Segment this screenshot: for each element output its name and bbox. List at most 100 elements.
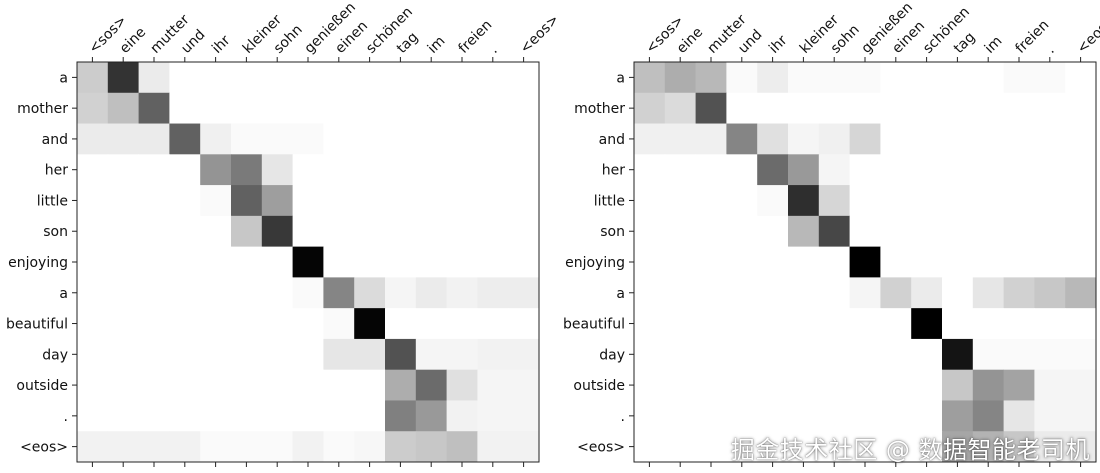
heatmap-cell [1034, 308, 1066, 340]
heatmap-cell [849, 92, 881, 124]
heatmap-cell [757, 431, 789, 463]
heatmap-cell [385, 215, 417, 248]
y-tick-label: and [42, 132, 68, 148]
heatmap-cell [1034, 338, 1066, 371]
x-tick-label: <eos> [517, 12, 562, 57]
heatmap-cell [323, 277, 355, 309]
heatmap-cell [138, 123, 170, 155]
heatmap-cell [508, 246, 540, 278]
heatmap-cell [1003, 369, 1035, 401]
heatmap-cell [726, 400, 758, 432]
heatmap-cell [942, 246, 974, 278]
heatmap-cell [942, 369, 974, 401]
y-tick-label: little [37, 193, 68, 209]
heatmap-cell [726, 369, 758, 401]
heatmap-cell [231, 185, 263, 217]
heatmap-cell [169, 154, 201, 186]
y-tick-label: day [599, 347, 625, 363]
heatmap-cell [972, 338, 1004, 371]
heatmap-cell [1003, 92, 1035, 124]
heatmap-cell [634, 215, 666, 248]
heatmap-cell [695, 400, 727, 432]
heatmap-cell [1003, 246, 1035, 278]
heatmap-cell [292, 92, 324, 124]
heatmap-cell [1034, 154, 1066, 186]
heatmap-cell [231, 215, 263, 248]
y-tick-label: enjoying [8, 255, 68, 271]
heatmap-cell [415, 431, 447, 463]
heatmap-cell [200, 154, 232, 186]
heatmap-cell [1065, 308, 1097, 340]
heatmap-cell [1065, 154, 1097, 186]
y-tick-label: a [59, 286, 68, 302]
heatmap-cell [818, 431, 850, 463]
heatmap-cell [107, 123, 139, 155]
heatmap-cell [292, 338, 324, 371]
heatmap-cell [446, 431, 478, 463]
heatmap-cell [664, 123, 696, 155]
heatmap-cell [169, 308, 201, 340]
heatmap-cell [788, 431, 820, 463]
heatmap-cell [385, 62, 417, 94]
heatmap-cell [107, 308, 139, 340]
x-tick-label: im [982, 33, 1006, 57]
heatmap-cell [911, 400, 943, 432]
heatmap-cell [942, 123, 974, 155]
heatmap-cell [261, 185, 293, 217]
heatmap-cell [477, 185, 509, 217]
heatmap-cell [634, 246, 666, 278]
heatmap-cell [292, 277, 324, 309]
heatmap-cell [200, 215, 232, 248]
heatmap-cell [354, 431, 386, 463]
heatmap-cell [634, 62, 666, 94]
heatmap-cell [200, 123, 232, 155]
heatmap-cell [354, 215, 386, 248]
y-tick-label: her [45, 163, 68, 179]
heatmap-cell [788, 185, 820, 217]
heatmap-cell [757, 338, 789, 371]
x-tick-label: ihr [209, 32, 234, 57]
heatmap-cell [1034, 246, 1066, 278]
x-tick-label: ihr [766, 32, 791, 57]
y-tick-label: <eos> [577, 440, 625, 456]
heatmap-cell [261, 123, 293, 155]
heatmap-cell [911, 215, 943, 248]
heatmap-cell [1065, 246, 1097, 278]
heatmap-cell [508, 431, 540, 463]
heatmap-cell [508, 308, 540, 340]
heatmap-cell [849, 369, 881, 401]
heatmap-cell [1034, 431, 1066, 463]
heatmap-cell [695, 154, 727, 186]
heatmap-cell [231, 154, 263, 186]
heatmap-cell [323, 154, 355, 186]
y-tick-label: son [600, 224, 625, 240]
x-tick-label: freien [456, 17, 496, 57]
heatmap-cell [818, 246, 850, 278]
heatmap-cell [77, 62, 109, 94]
heatmap-cell [231, 246, 263, 278]
heatmap-cell [849, 431, 881, 463]
y-tick-label: a [616, 70, 625, 86]
heatmap-cell [261, 338, 293, 371]
heatmap-cell [972, 369, 1004, 401]
heatmap-cell [415, 308, 447, 340]
heatmap-cell [415, 92, 447, 124]
heatmap-cell [107, 400, 139, 432]
heatmap-cell [726, 308, 758, 340]
y-tick-label: and [599, 132, 625, 148]
heatmap-cell [200, 246, 232, 278]
y-tick-label: outside [573, 378, 625, 394]
heatmap-cell [726, 185, 758, 217]
heatmap-cell [77, 185, 109, 217]
heatmap-cell [818, 400, 850, 432]
heatmap-cell [972, 308, 1004, 340]
heatmap-cell [138, 431, 170, 463]
heatmap-cell [77, 369, 109, 401]
heatmap-cell [695, 431, 727, 463]
heatmap-cell [169, 123, 201, 155]
heatmap-cell [261, 154, 293, 186]
heatmap-cell [107, 154, 139, 186]
heatmap-cell [292, 431, 324, 463]
heatmap-cell [200, 92, 232, 124]
heatmap-cell [818, 338, 850, 371]
